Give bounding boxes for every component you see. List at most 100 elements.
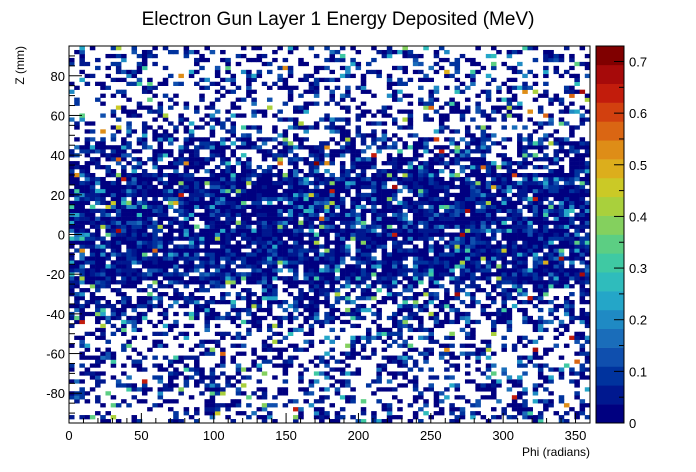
heatmap-cell xyxy=(115,260,122,265)
heatmap-cell xyxy=(392,292,398,297)
heatmap-cell xyxy=(407,176,414,182)
heatmap-cell xyxy=(324,315,330,321)
heatmap-cell xyxy=(69,180,75,186)
heatmap-cell xyxy=(563,244,570,249)
heatmap-cell xyxy=(532,252,539,257)
heatmap-cell xyxy=(240,260,247,265)
heatmap-cell xyxy=(522,307,528,313)
heatmap-cell xyxy=(235,228,242,233)
heatmap-cell xyxy=(194,359,200,364)
heatmap-cell xyxy=(136,200,143,206)
heatmap-cell xyxy=(360,169,367,174)
heatmap-cell xyxy=(313,145,320,150)
heatmap-cell xyxy=(157,292,164,297)
heatmap-cell xyxy=(100,208,106,213)
heatmap-cell xyxy=(397,176,403,182)
heatmap-cell xyxy=(553,184,560,190)
heatmap-cell xyxy=(308,228,315,233)
heatmap-cell xyxy=(365,307,372,313)
heatmap-cell xyxy=(496,311,502,317)
heatmap-cell xyxy=(214,383,221,388)
heatmap-cell xyxy=(121,383,127,388)
heatmap-cell xyxy=(110,133,117,138)
heatmap-cell xyxy=(152,93,158,98)
heatmap-cell xyxy=(141,224,148,229)
heatmap-cell xyxy=(392,375,398,380)
heatmap-cell xyxy=(407,121,414,126)
heatmap-cell xyxy=(204,399,210,404)
heatmap-cell xyxy=(74,145,80,150)
heatmap-cell xyxy=(459,137,466,142)
heatmap-cell xyxy=(371,256,377,261)
heatmap-cell xyxy=(329,403,336,408)
heatmap-cell xyxy=(105,216,111,221)
heatmap-cell xyxy=(235,399,242,404)
heatmap-cell xyxy=(402,200,408,206)
heatmap-cell xyxy=(277,303,283,309)
heatmap-cell xyxy=(548,208,554,213)
heatmap-cell xyxy=(569,260,575,265)
heatmap-cell xyxy=(110,192,117,198)
heatmap-cell xyxy=(537,232,544,237)
heatmap-cell xyxy=(485,165,492,170)
heatmap-cell xyxy=(225,220,231,225)
heatmap-cell xyxy=(167,172,174,178)
heatmap-cell xyxy=(266,284,273,289)
heatmap-cell xyxy=(110,145,117,150)
heatmap-cell xyxy=(558,232,565,237)
heatmap-cell xyxy=(454,292,461,297)
heatmap-cell xyxy=(584,248,591,253)
heatmap-cell xyxy=(324,204,330,210)
heatmap-cell xyxy=(339,196,346,202)
heatmap-cell xyxy=(220,387,226,392)
heatmap-cell xyxy=(105,240,111,245)
heatmap-cell xyxy=(381,113,388,118)
heatmap-cell xyxy=(272,323,278,329)
heatmap-cell xyxy=(147,184,153,190)
heatmap-cell xyxy=(470,232,476,237)
heatmap-cell xyxy=(157,339,164,344)
heatmap-cell xyxy=(246,192,252,198)
heatmap-cell xyxy=(543,121,549,126)
heatmap-cell xyxy=(339,149,346,154)
heatmap-cell xyxy=(298,311,304,317)
heatmap-cell xyxy=(480,172,487,178)
heatmap-cell xyxy=(569,311,575,317)
heatmap-cell xyxy=(496,165,502,170)
heatmap-cell xyxy=(365,248,372,253)
heatmap-cell xyxy=(365,288,372,293)
heatmap-cell xyxy=(522,137,528,142)
heatmap-cell xyxy=(433,339,440,344)
heatmap-cell xyxy=(574,276,580,281)
heatmap-cell xyxy=(183,383,190,388)
heatmap-cell xyxy=(537,280,544,285)
heatmap-cell xyxy=(162,343,169,348)
heatmap-cell xyxy=(251,319,257,325)
heatmap-cell xyxy=(480,371,487,376)
heatmap-cell xyxy=(308,232,315,237)
heatmap-cell xyxy=(574,232,580,237)
heatmap-cell xyxy=(194,276,200,281)
heatmap-cell xyxy=(412,165,419,170)
heatmap-cell xyxy=(308,315,315,321)
heatmap-cell xyxy=(214,212,221,217)
heatmap-cell xyxy=(386,216,393,221)
heatmap-cell xyxy=(272,284,278,289)
heatmap-cell xyxy=(204,407,210,412)
heatmap-cell xyxy=(136,367,143,372)
heatmap-cell xyxy=(418,419,424,424)
heatmap-cell xyxy=(167,220,174,225)
heatmap-cell xyxy=(386,252,393,257)
heatmap-cell xyxy=(365,276,372,281)
heatmap-cell xyxy=(506,327,513,333)
heatmap-cell xyxy=(454,216,461,221)
heatmap-cell xyxy=(543,256,549,261)
heatmap-cell xyxy=(126,129,132,134)
heatmap-cell xyxy=(491,264,497,269)
heatmap-cell xyxy=(365,252,372,257)
heatmap-cell xyxy=(584,109,591,114)
heatmap-cell xyxy=(350,311,356,317)
heatmap-cell xyxy=(470,208,476,213)
heatmap-cell xyxy=(511,244,518,249)
heatmap-cell xyxy=(527,172,533,178)
